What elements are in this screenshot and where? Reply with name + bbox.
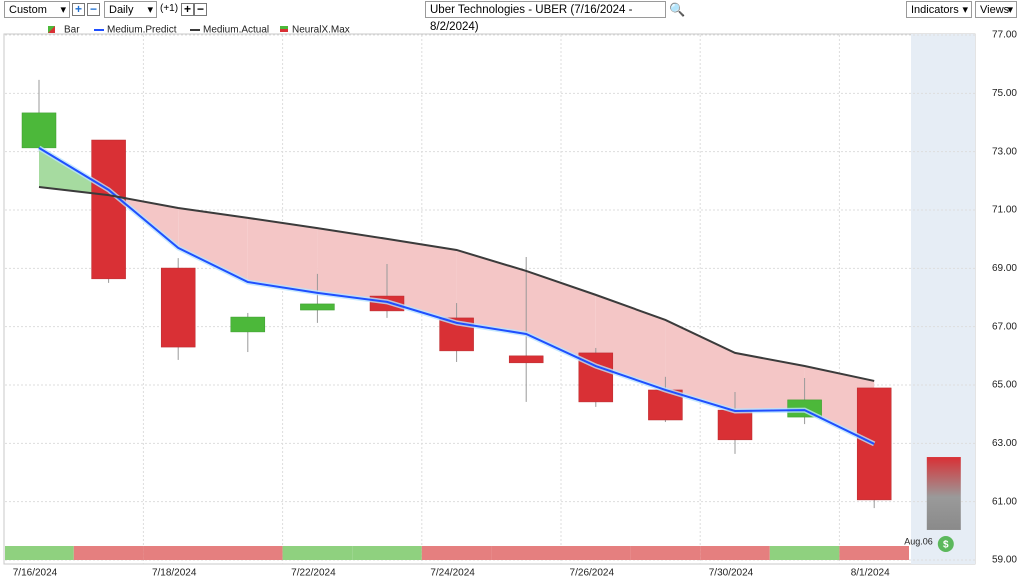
forecast-label: Aug.06 (904, 536, 933, 546)
candle-body (21, 112, 57, 149)
x-tick-label: 7/26/2024 (570, 568, 615, 579)
zoom-in[interactable]: + (72, 3, 85, 16)
candle-body (717, 409, 753, 441)
x-tick-label: 8/1/2024 (851, 568, 890, 579)
interval-select[interactable]: Daily ▾ (104, 1, 157, 18)
candle-body (91, 139, 126, 280)
band-fill (456, 249, 527, 334)
signal-segment (769, 546, 840, 560)
line (38, 147, 875, 445)
x-tick-label: 7/16/2024 (13, 568, 58, 579)
period-select[interactable]: Custom ▾ (4, 1, 70, 18)
signal-segment (73, 546, 144, 560)
y-tick-label: 63.00 (992, 438, 1017, 449)
y-tick-label: 75.00 (992, 88, 1017, 99)
signal-segment (213, 546, 283, 560)
signal-segment (5, 546, 74, 560)
signal-segment (282, 546, 353, 560)
views: Views (980, 4, 1010, 16)
x-tick-label: 7/30/2024 (709, 568, 754, 579)
band-fill (735, 352, 805, 411)
legend-label: Medium.Predict (107, 25, 177, 36)
signal-segment (839, 546, 909, 560)
candle-body (160, 267, 196, 348)
period: Custom (9, 4, 47, 16)
search-icon[interactable]: 🔍 (669, 2, 686, 17)
forecast-icon (937, 536, 954, 552)
legend-swatch (48, 26, 55, 33)
y-tick-label: 59.00 (992, 555, 1017, 566)
band-fill (665, 319, 735, 411)
legend-swatch (280, 29, 288, 32)
signal-segment (143, 546, 213, 560)
symbol-title[interactable]: Uber Technologies - UBER (7/16/2024 - 8/… (425, 1, 666, 33)
legend-label: NeuralX.Max (292, 25, 350, 36)
y-tick-label: 67.00 (992, 321, 1017, 332)
forecast-bar (926, 457, 961, 530)
signal-segment (491, 546, 561, 560)
interval: Daily (109, 4, 134, 16)
line (38, 185, 875, 382)
offset: (+1) (160, 3, 179, 14)
band-fill (387, 238, 457, 323)
x-tick-label: 7/22/2024 (291, 568, 336, 579)
y-tick-label: 69.00 (992, 263, 1017, 274)
band-fill (595, 294, 666, 390)
views-menu[interactable]: Views ▾ (975, 1, 1017, 18)
signal-segment (561, 546, 631, 560)
band-fill (247, 217, 318, 293)
band-fill (804, 366, 875, 444)
offset-plus[interactable]: + (181, 3, 194, 16)
y-tick-label: 65.00 (992, 380, 1017, 391)
x-tick-label: 7/18/2024 (152, 568, 197, 579)
chart: Bar Medium.Predict Medium.Actual NeuralX.Ma… (3, 25, 1017, 579)
legend-label: Medium.Actual (203, 25, 269, 36)
candle-body (300, 303, 335, 311)
indicators-menu[interactable]: Indicators ▾ (906, 1, 972, 18)
x-tick-label: 7/24/2024 (430, 568, 475, 579)
y-tick-label: 61.00 (992, 496, 1017, 507)
legend-swatch (280, 26, 288, 29)
legend: Bar Medium.Predict Medium.Actual NeuralX.Ma… (48, 25, 350, 36)
legend-label: Bar (64, 25, 80, 36)
forecast-icon-glyph: $ (943, 540, 949, 551)
band-fill (317, 228, 387, 302)
band-fill (526, 270, 596, 367)
y-tick-label: 71.00 (992, 205, 1017, 216)
signal-segment (630, 546, 701, 560)
zoom-out[interactable]: − (87, 3, 100, 16)
y-tick-label: 77.00 (992, 30, 1017, 41)
indicators: Indicators (911, 4, 959, 16)
y-tick-label: 73.00 (992, 146, 1017, 157)
band-fill (178, 207, 248, 283)
candle-body (508, 355, 544, 364)
signal-segment (421, 546, 492, 560)
offset-minus[interactable]: − (194, 3, 207, 16)
signal-segment (352, 546, 422, 560)
signal-segment (700, 546, 770, 560)
candle-body (230, 316, 266, 333)
